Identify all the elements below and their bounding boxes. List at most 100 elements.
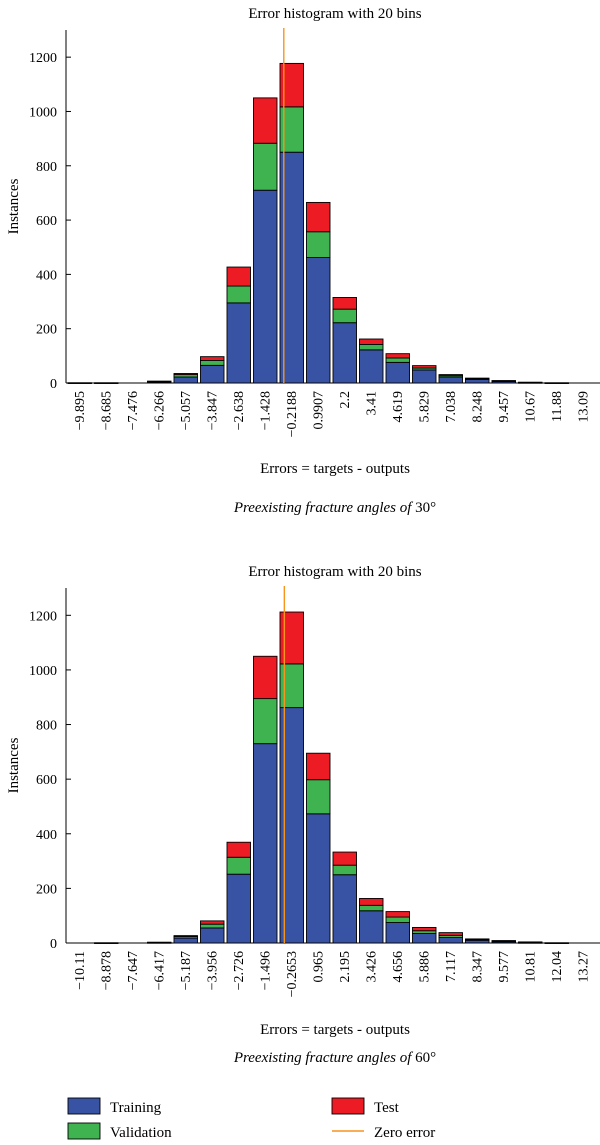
bar-test (332, 297, 357, 310)
bar-test (226, 841, 251, 858)
bar-validation (306, 779, 331, 815)
x-tick-label: −8.685 (99, 391, 114, 430)
y-axis-label: Instances (6, 178, 22, 234)
bar-test (491, 940, 516, 942)
caption-text: Preexisting fracture angles of (233, 500, 415, 516)
x-tick-label: −10.11 (73, 951, 88, 990)
bar-training (306, 813, 331, 944)
bar-test (518, 941, 543, 944)
bar-validation (226, 856, 251, 875)
y-tick-label: 800 (36, 719, 57, 734)
x-tick-label: 10.67 (523, 391, 538, 423)
x-tick-label: −6.417 (152, 951, 167, 990)
bar-test (385, 911, 410, 918)
y-tick-label: 0 (50, 937, 57, 952)
y-tick-label: 400 (36, 268, 57, 283)
x-tick-label: 0.9907 (311, 391, 326, 430)
x-tick-label: −2.638 (232, 391, 247, 430)
bar-validation (332, 864, 357, 876)
x-tick-label: 7.038 (444, 391, 459, 423)
bar-validation (253, 142, 278, 191)
x-tick-label: −3.956 (205, 951, 220, 990)
x-tick-label: 3.41 (364, 391, 379, 416)
bar-test (306, 201, 331, 233)
y-tick-label: 600 (36, 773, 57, 788)
x-tick-label: −1.496 (258, 951, 273, 990)
bar-test (226, 266, 251, 287)
bar-test (147, 941, 172, 944)
bar-training (544, 382, 569, 384)
x-tick-label: 8.248 (470, 391, 485, 423)
bar-validation (306, 231, 331, 258)
legend-label: Zero error (374, 1125, 435, 1141)
bar-training (94, 382, 119, 384)
y-tick-label: 1000 (29, 105, 57, 120)
bar-training (385, 922, 410, 944)
bar-validation (226, 285, 251, 304)
x-tick-label: 5.829 (417, 391, 432, 423)
bar-test (279, 62, 304, 108)
chart-title: Error histogram with 20 bins (248, 6, 421, 22)
y-tick-label: 400 (36, 828, 57, 843)
bar-test (465, 377, 490, 380)
x-tick-label: −8.878 (99, 951, 114, 990)
bar-training (67, 382, 92, 384)
x-tick-label: 4.619 (391, 391, 406, 423)
bar-training (173, 937, 198, 944)
x-tick-label: −1.428 (258, 391, 273, 430)
x-tick-label: 9.577 (497, 951, 512, 983)
bar-test (306, 752, 331, 781)
bar-validation (200, 360, 225, 366)
x-tick-label: 9.457 (497, 391, 512, 423)
caption-text: Preexisting fracture angles of (233, 1050, 415, 1066)
bar-test (147, 380, 172, 383)
bar-test (491, 380, 516, 382)
bar-test (438, 374, 463, 377)
x-tick-label: −0.2188 (285, 391, 300, 437)
x-tick-label: 12.04 (550, 951, 565, 983)
x-tick-label: −7.476 (126, 391, 141, 430)
bar-test (253, 655, 278, 700)
x-tick-label: 13.09 (576, 391, 591, 423)
bar-test (385, 353, 410, 359)
x-tick-label: −6.266 (152, 391, 167, 430)
x-tick-label: 11.88 (550, 391, 565, 422)
x-tick-label: 10.81 (523, 951, 538, 983)
bar-test (253, 97, 278, 144)
bar-test (173, 935, 198, 937)
x-tick-label: 7.117 (444, 951, 459, 982)
bar-validation (385, 916, 410, 923)
bar-test (200, 356, 225, 361)
bar-training (173, 376, 198, 384)
bar-training (438, 937, 463, 944)
bar-validation (279, 663, 304, 709)
chart-2: Error histogram with 20 bins 0 200 400 600 80… (6, 564, 600, 1066)
chart-caption: Preexisting fracture angles of 60° (233, 1050, 436, 1066)
bar-test (465, 938, 490, 941)
bar-training (226, 873, 251, 944)
bar-training (226, 302, 251, 384)
x-tick-label: −2.726 (232, 951, 247, 990)
x-tick-label: −5.187 (179, 951, 194, 990)
y-tick-label: 1200 (29, 609, 57, 624)
bar-validation (253, 698, 278, 745)
x-tick-label: 3.426 (364, 951, 379, 983)
bar-training (385, 361, 410, 384)
legend-swatch-test (331, 1097, 365, 1115)
bar-training (359, 349, 384, 384)
x-tick-label: 0.965 (311, 951, 326, 983)
caption-angle: 60° (415, 1050, 436, 1066)
x-axis-label: Errors = targets - outputs (260, 461, 410, 477)
chart-caption: Preexisting fracture angles of 30° (233, 500, 436, 516)
x-tick-label: −0.2653 (285, 951, 300, 997)
bar-training (253, 743, 278, 944)
bar-test (279, 611, 304, 665)
chart-title: Error histogram with 20 bins (248, 564, 421, 580)
x-tick-label: −7.647 (126, 951, 141, 990)
bar-test (412, 926, 437, 932)
bar-training (412, 932, 437, 944)
bar-training (359, 910, 384, 944)
x-tick-label: 5.886 (417, 951, 432, 983)
bar-training (200, 927, 225, 944)
